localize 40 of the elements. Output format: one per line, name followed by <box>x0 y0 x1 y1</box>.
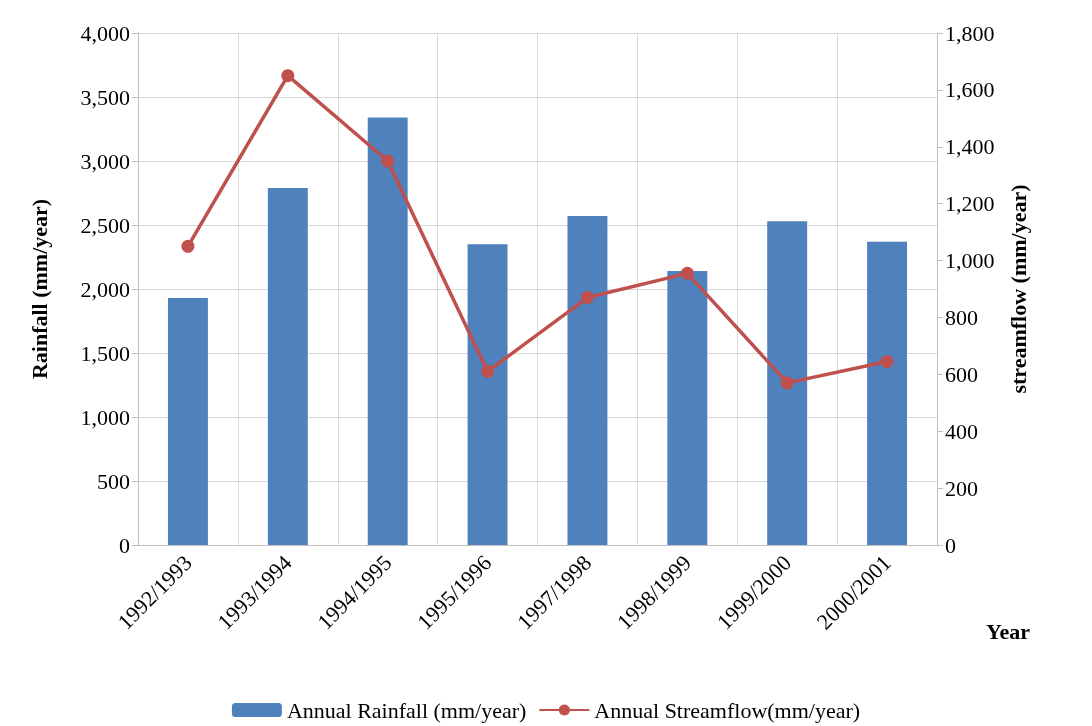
y2-tick-label: 1,200 <box>945 191 995 217</box>
y-tick-label: 1,000 <box>80 404 130 430</box>
y2-tick-label: 1,000 <box>945 248 995 274</box>
y2-tick-label: 200 <box>945 475 978 501</box>
y-tick-label: 3,500 <box>80 84 130 110</box>
y-tick-label: 3,000 <box>80 148 130 174</box>
bar <box>867 241 908 545</box>
bar <box>767 221 808 545</box>
point <box>580 291 594 305</box>
x-axis-title: Year <box>986 618 1031 644</box>
y-tick-label: 0 <box>119 532 130 558</box>
bar <box>267 187 308 545</box>
bar <box>667 271 708 545</box>
bar <box>367 117 408 545</box>
y-tick-label: 1,500 <box>80 340 130 366</box>
point <box>880 355 894 369</box>
y-axis-title: Rainfall (mm/year) <box>26 198 52 380</box>
point <box>181 239 195 253</box>
y2-tick-label: 1,600 <box>945 77 995 103</box>
y-tick-label: 500 <box>97 468 130 494</box>
point <box>780 376 794 390</box>
y2-tick-label: 0 <box>945 532 956 558</box>
legend-label: Annual Streamflow(mm/year) <box>594 697 861 723</box>
y-tick-label: 2,500 <box>80 212 130 238</box>
y2-tick-label: 400 <box>945 418 978 444</box>
point <box>680 266 694 280</box>
y-tick-label: 4,000 <box>80 20 130 46</box>
bar <box>167 297 208 545</box>
y2-tick-label: 600 <box>945 361 978 387</box>
y2-tick-label: 1,800 <box>945 20 995 46</box>
bar <box>467 244 508 545</box>
y2-tick-label: 1,400 <box>945 134 995 160</box>
y2-axis-title: streamflow (mm/year) <box>1005 184 1031 394</box>
point <box>381 154 395 168</box>
y2-tick-label: 800 <box>945 304 978 330</box>
y-tick-label: 2,000 <box>80 276 130 302</box>
legend-label: Annual Rainfall (mm/year) <box>286 697 527 723</box>
point <box>281 69 295 83</box>
point <box>481 364 495 378</box>
bar <box>567 216 608 545</box>
